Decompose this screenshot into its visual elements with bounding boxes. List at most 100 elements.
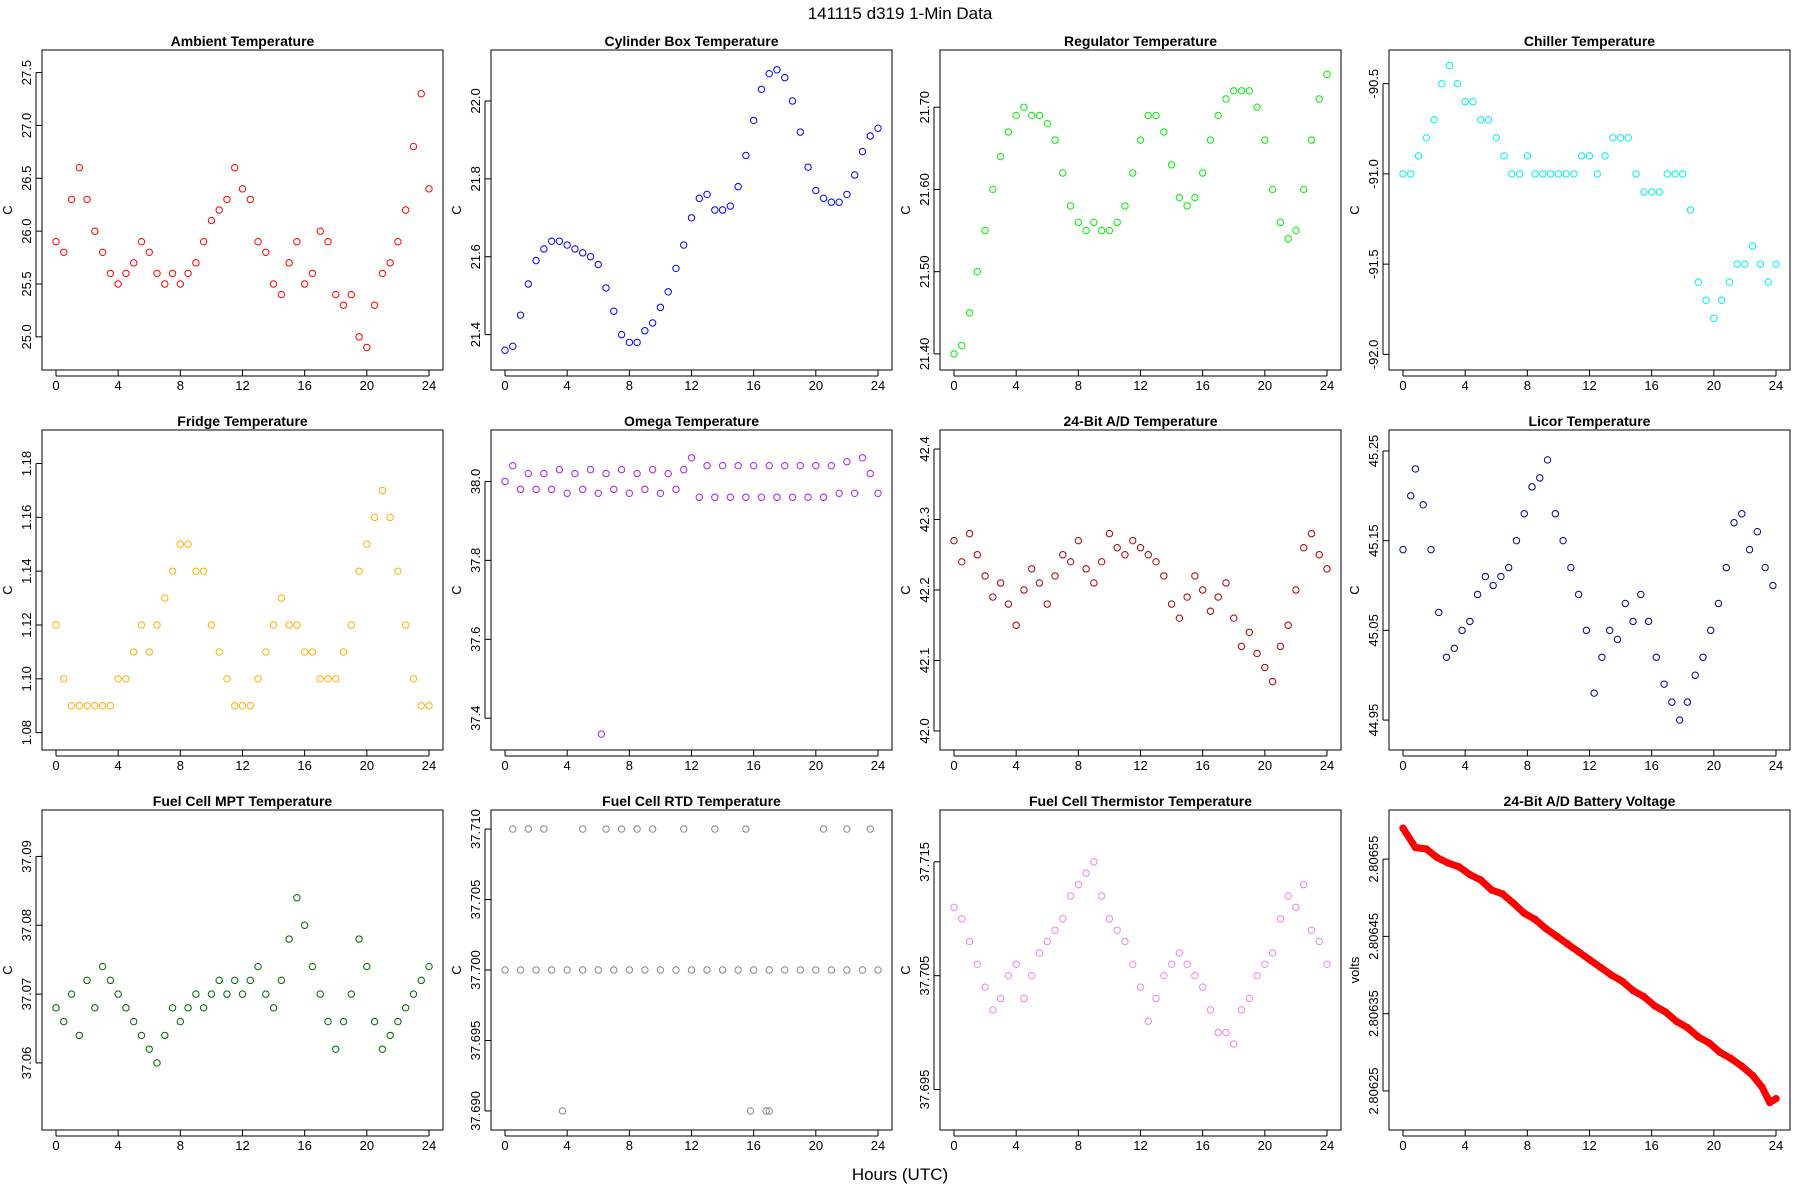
plot-frame — [1388, 429, 1791, 751]
data-point — [1411, 843, 1420, 852]
x-tick-label: 24 — [1320, 1138, 1334, 1153]
data-point — [501, 346, 509, 354]
x-tick-label: 12 — [1133, 1138, 1147, 1153]
data-point — [781, 73, 789, 82]
data-point — [672, 966, 680, 974]
data-point — [1144, 111, 1152, 120]
x-tick-label: 0 — [52, 758, 59, 773]
data-point — [1268, 949, 1277, 957]
data-point — [1160, 971, 1168, 980]
data-point — [843, 458, 851, 466]
data-point — [1315, 937, 1323, 946]
data-point — [106, 976, 115, 985]
data-point — [246, 976, 254, 985]
data-point — [1758, 1083, 1766, 1091]
data-point — [277, 976, 286, 985]
data-point — [316, 227, 324, 235]
y-tick-label: 21.50 — [917, 255, 932, 288]
data-point — [996, 152, 1005, 161]
data-point — [1414, 152, 1423, 160]
data-point — [1167, 161, 1176, 169]
data-point — [1618, 977, 1626, 985]
data-point — [1074, 218, 1083, 227]
data-point — [1160, 572, 1168, 580]
data-point — [648, 465, 657, 474]
data-point — [571, 469, 579, 478]
data-point — [168, 567, 177, 575]
data-point — [989, 1006, 997, 1014]
data-point — [579, 485, 587, 494]
panel-title: Fuel Cell Thermistor Temperature — [1029, 793, 1252, 809]
data-point — [555, 237, 564, 245]
data-point — [60, 1017, 68, 1026]
plot-frame — [41, 49, 444, 371]
data-point — [1012, 960, 1020, 969]
data-point — [231, 164, 239, 172]
data-point — [1504, 563, 1513, 572]
data-point — [370, 1017, 379, 1026]
data-point — [1624, 134, 1633, 142]
y-tick-label: 37.08 — [19, 909, 34, 942]
data-point — [1433, 853, 1441, 862]
data-point — [843, 825, 851, 833]
data-point — [742, 151, 750, 160]
data-point — [409, 675, 418, 683]
data-point — [1268, 185, 1277, 194]
data-point — [1679, 170, 1687, 178]
data-point — [67, 990, 76, 998]
data-point — [1632, 170, 1640, 178]
data-point — [176, 540, 185, 548]
x-tick-label: 4 — [115, 378, 122, 393]
y-axis-label: C — [1347, 205, 1362, 214]
data-point — [1772, 260, 1780, 268]
y-axis-label: C — [898, 205, 913, 214]
data-point — [1043, 937, 1051, 946]
data-point — [1543, 456, 1552, 464]
data-point — [67, 702, 76, 710]
data-point — [339, 1017, 348, 1026]
data-point — [1606, 626, 1614, 635]
data-point — [394, 238, 402, 246]
data-point — [1753, 527, 1762, 536]
data-point — [425, 702, 433, 710]
data-point — [1722, 563, 1730, 572]
data-point — [843, 190, 851, 199]
x-tick-label: 0 — [950, 1138, 957, 1153]
data-point — [378, 1045, 387, 1053]
data-point — [827, 966, 836, 974]
data-point — [1725, 278, 1734, 286]
x-tick-label: 20 — [809, 1138, 823, 1153]
data-point — [1531, 170, 1539, 178]
data-point — [1399, 170, 1407, 178]
data-point — [746, 1107, 755, 1115]
data-point — [1509, 899, 1518, 907]
data-point — [83, 195, 91, 204]
data-point — [1438, 79, 1446, 88]
data-point — [1129, 960, 1137, 969]
x-tick-label: 8 — [1075, 758, 1082, 773]
data-point — [1652, 653, 1661, 661]
data-point — [796, 966, 804, 974]
data-point — [1261, 136, 1269, 144]
data-point — [394, 567, 402, 575]
data-point — [67, 195, 76, 204]
data-point — [1214, 111, 1222, 120]
data-point — [207, 990, 216, 998]
data-point — [355, 333, 363, 341]
data-point — [1206, 607, 1215, 615]
data-point — [1772, 1094, 1780, 1103]
y-tick-label: 1.08 — [19, 720, 34, 745]
data-point — [1160, 128, 1168, 136]
data-point — [509, 461, 517, 470]
data-point — [1144, 1017, 1152, 1025]
data-point — [819, 825, 828, 833]
data-point — [1090, 579, 1098, 587]
x-tick-label: 24 — [1769, 1138, 1783, 1153]
x-tick-label: 20 — [1707, 378, 1721, 393]
data-point — [1683, 1023, 1692, 1032]
data-point — [1546, 170, 1555, 178]
data-point — [547, 485, 556, 494]
data-point — [1769, 581, 1777, 590]
plot-frame — [490, 49, 893, 371]
